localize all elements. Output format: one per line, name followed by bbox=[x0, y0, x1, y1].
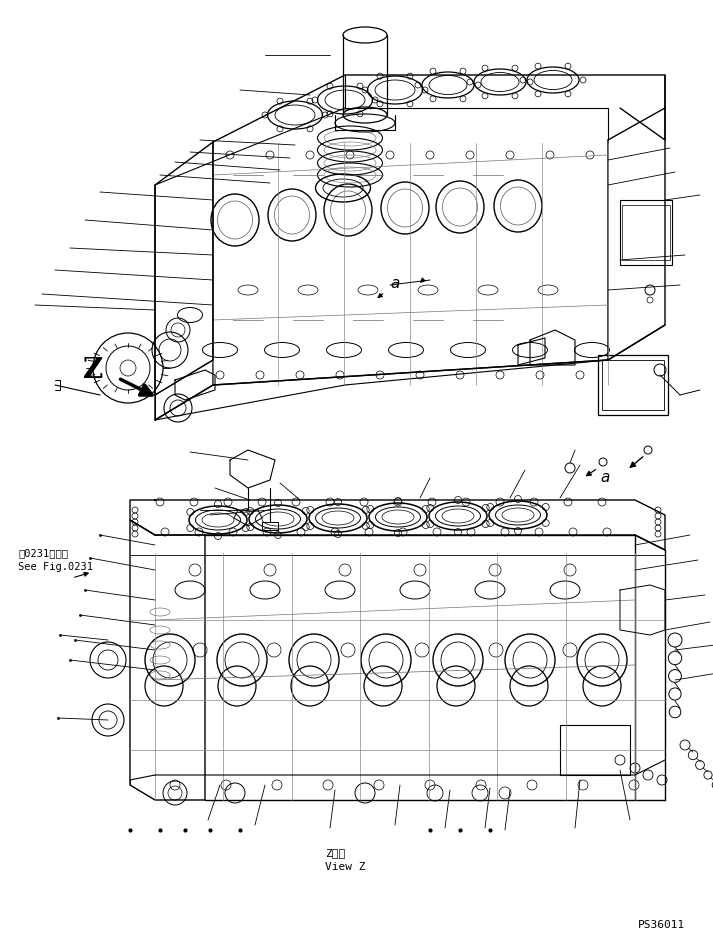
Text: View Z: View Z bbox=[325, 862, 366, 872]
Bar bbox=[598, 355, 668, 415]
Text: 第0231図参照: 第0231図参照 bbox=[18, 548, 68, 558]
Text: PS36011: PS36011 bbox=[637, 920, 685, 930]
Bar bbox=[622, 205, 670, 260]
Text: a: a bbox=[390, 277, 399, 291]
Text: Z　視: Z 視 bbox=[325, 848, 345, 858]
Bar bbox=[560, 725, 630, 775]
Text: See Fig.0231: See Fig.0231 bbox=[18, 562, 93, 572]
Bar bbox=[602, 360, 664, 410]
Bar bbox=[620, 200, 672, 265]
Text: a: a bbox=[600, 470, 610, 485]
Text: Z: Z bbox=[83, 356, 103, 383]
